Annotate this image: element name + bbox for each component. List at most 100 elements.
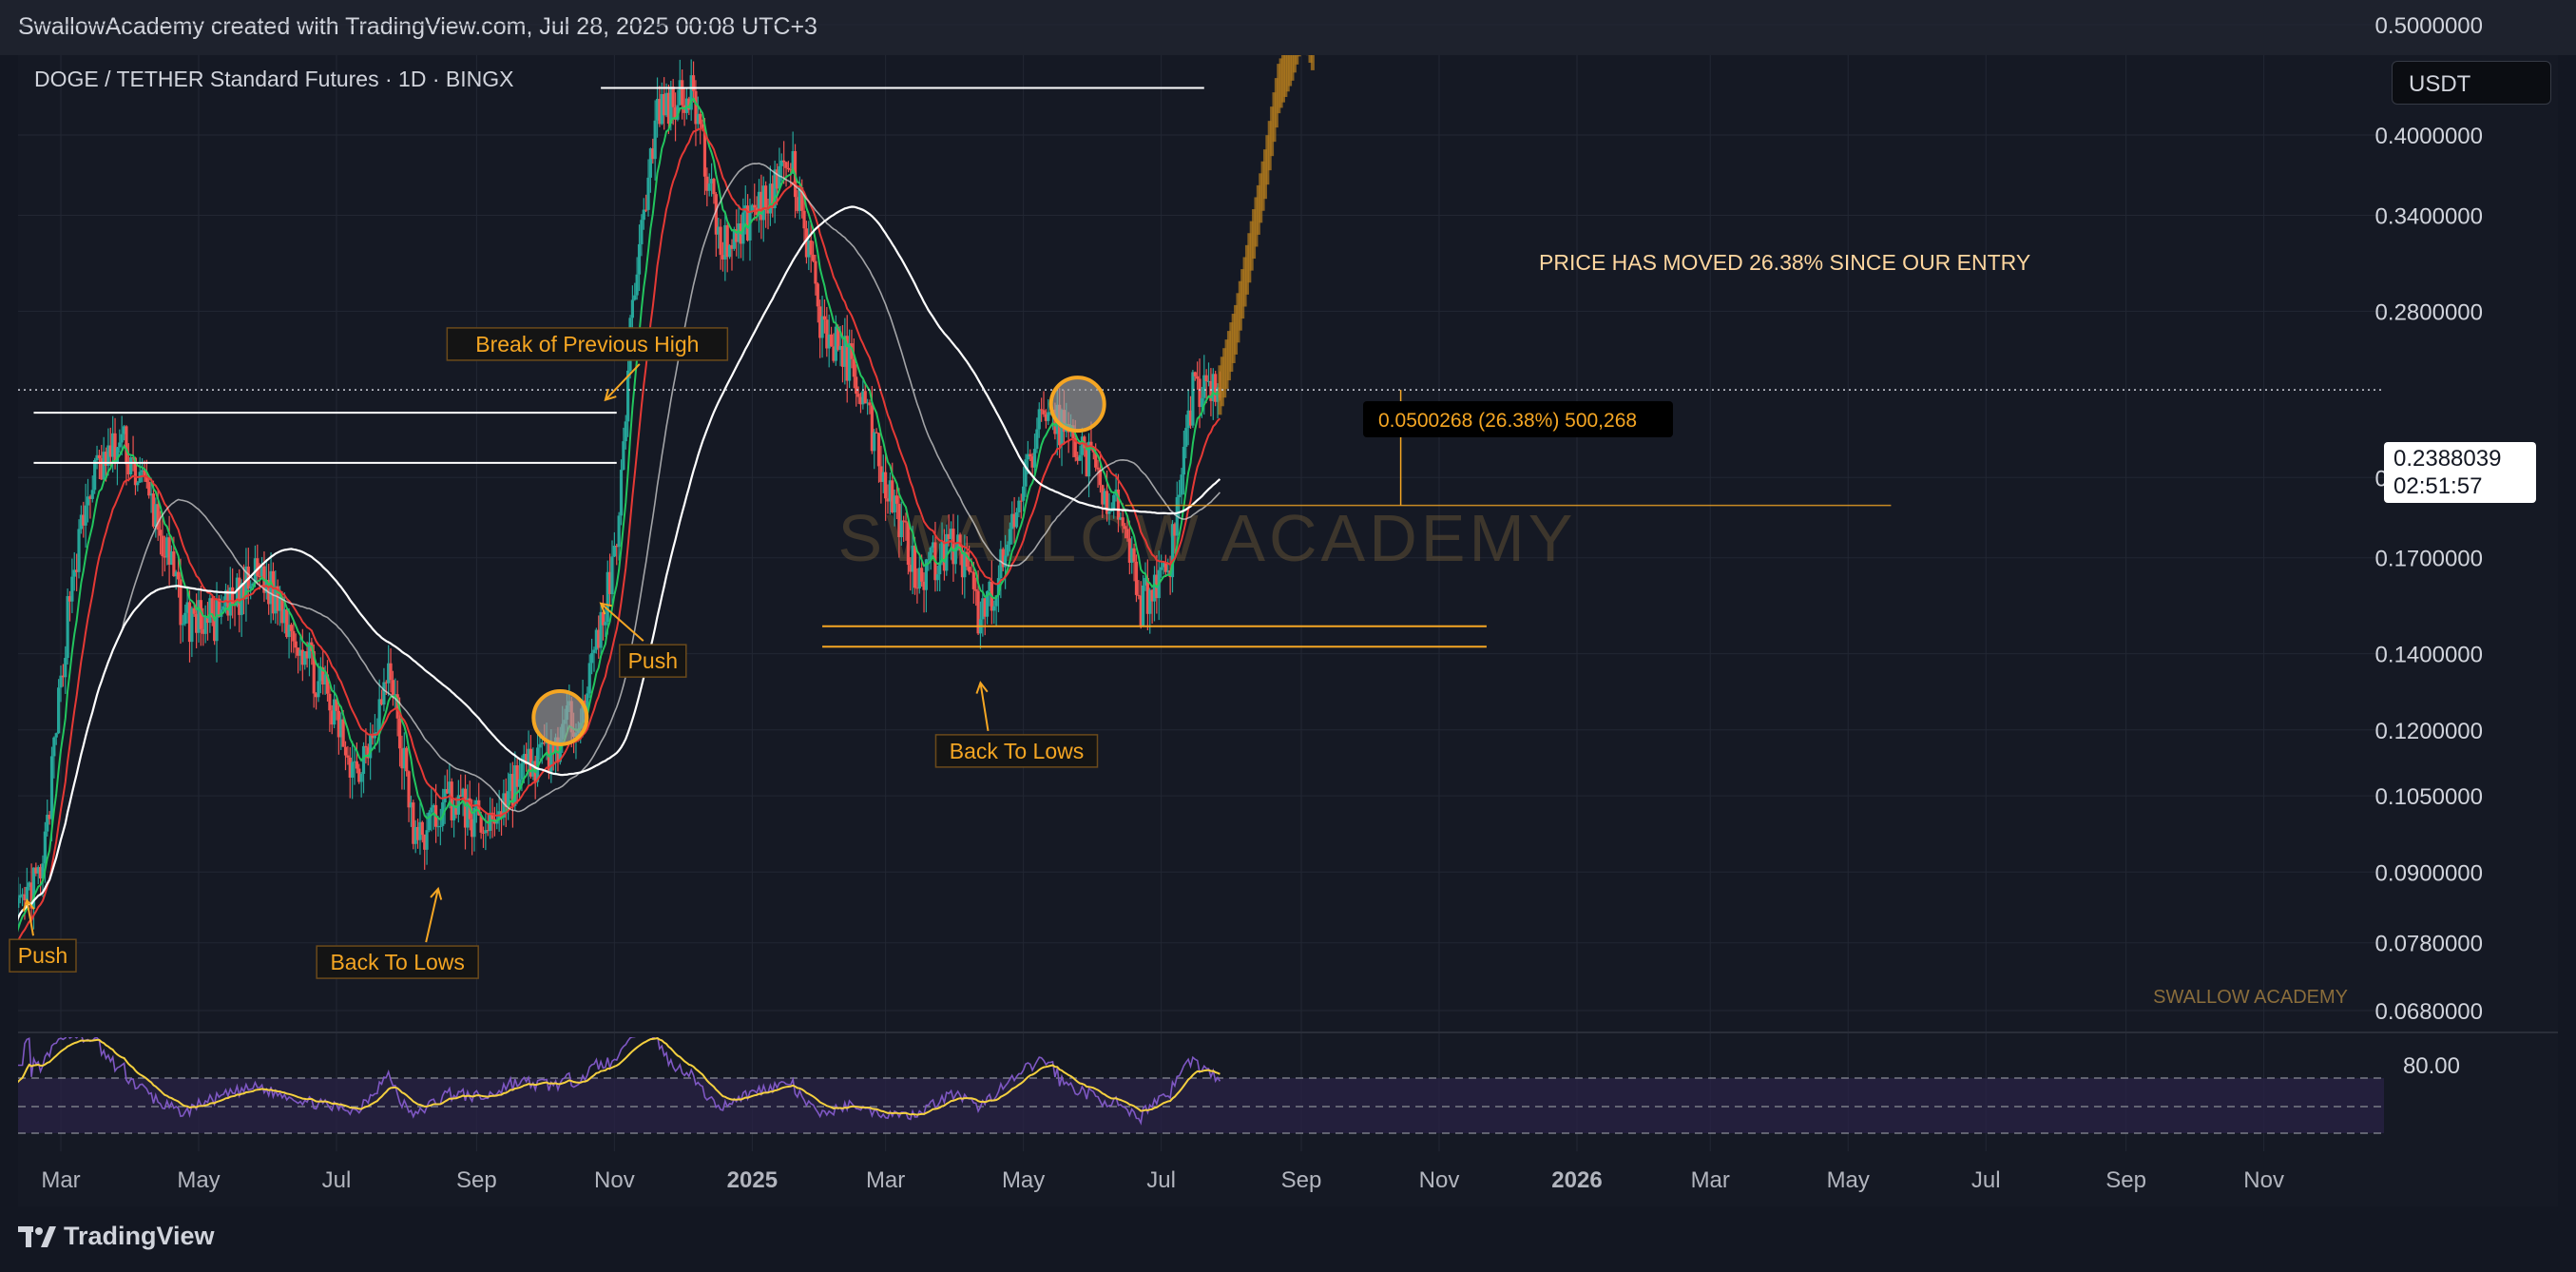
candle-body xyxy=(1123,526,1127,530)
candle-body xyxy=(359,773,363,782)
candle-body xyxy=(843,336,847,367)
candle-body xyxy=(850,343,854,359)
candle-body xyxy=(235,577,240,607)
candle-body xyxy=(387,663,391,684)
candle-body xyxy=(719,226,722,256)
annotation-box xyxy=(446,327,729,361)
candle-body xyxy=(502,793,506,818)
candle-body xyxy=(258,575,261,577)
projection-bar xyxy=(1292,55,1297,73)
candle-body xyxy=(177,571,181,580)
candle-body xyxy=(274,586,278,614)
candle-body xyxy=(292,630,296,642)
annotation-box xyxy=(934,734,1099,768)
candle-body xyxy=(983,598,987,617)
projection-bar xyxy=(1274,78,1278,128)
projection-bar xyxy=(1297,55,1301,57)
annotation-arrowhead xyxy=(22,897,35,912)
highlight-circle xyxy=(531,688,589,746)
candle-body xyxy=(31,867,36,909)
candle-body xyxy=(827,334,831,349)
candle-body xyxy=(163,556,166,558)
time-axis[interactable]: Mar May Jul Sep Nov 2025 Mar May Jul Sep Nov 2026 Ma… xyxy=(41,1167,2284,1193)
candle-body xyxy=(522,754,526,764)
tradingview-logo[interactable]: TradingView xyxy=(18,1222,215,1251)
candle-body xyxy=(1014,511,1019,528)
candle-body xyxy=(856,394,860,397)
candle-body xyxy=(597,629,601,648)
projection-bar xyxy=(1226,331,1231,381)
candle-body xyxy=(640,220,644,244)
candle-body xyxy=(1107,511,1111,514)
chart-frame[interactable] xyxy=(18,55,2558,1206)
candle-body xyxy=(624,421,627,442)
candle-body xyxy=(730,244,734,249)
candle-body xyxy=(1132,548,1136,562)
candle-body xyxy=(118,442,122,448)
candle-body xyxy=(427,812,432,831)
price-axis[interactable]: 0.50000000.40000000.34000000.28000000.20… xyxy=(2375,13,2483,1079)
candle-body xyxy=(97,454,102,459)
currency-button[interactable]: USDT xyxy=(2392,61,2551,105)
candle-body xyxy=(1098,469,1103,486)
candle-body xyxy=(615,545,619,548)
candle-body xyxy=(929,548,932,560)
candle-body xyxy=(732,229,736,249)
candle-body xyxy=(341,719,345,747)
candle-body xyxy=(753,204,757,208)
entry-note: PRICE HAS MOVED 26.38% SINCE OUR ENTRY xyxy=(1539,250,2030,275)
candle-body xyxy=(619,470,624,516)
candle-body xyxy=(355,761,358,769)
candle-body xyxy=(1080,436,1085,455)
candle-body xyxy=(789,169,793,171)
candle-body xyxy=(244,566,248,600)
candle-body xyxy=(407,771,411,808)
candle-body xyxy=(106,445,110,466)
symbol-title[interactable]: DOGE / TETHER Standard Futures · 1D · BI… xyxy=(34,67,514,91)
candle-body xyxy=(556,737,560,762)
footer-bar xyxy=(0,1206,2576,1272)
candle-body xyxy=(1160,567,1163,570)
candle-body xyxy=(902,520,906,522)
candle-body xyxy=(1204,375,1208,382)
candle-body xyxy=(276,586,279,611)
candle-body xyxy=(1047,412,1050,421)
candle-body xyxy=(924,559,929,590)
candle-body xyxy=(39,867,43,879)
candle-body xyxy=(379,699,384,705)
candle-body xyxy=(1137,594,1141,596)
candle-body xyxy=(888,480,892,502)
candle-body xyxy=(312,650,316,694)
candle-body xyxy=(778,165,781,189)
candle-body xyxy=(971,571,975,589)
candle-body xyxy=(861,391,865,405)
candle-body xyxy=(981,598,985,620)
annotation-layer: 0.0500268 (26.38%) 500,268 PRICE HAS MOVE… xyxy=(9,250,2384,979)
candle-body xyxy=(994,595,998,607)
candle-body xyxy=(125,426,128,465)
candle-body xyxy=(592,649,596,653)
candle-body xyxy=(960,549,965,578)
candle-body xyxy=(443,789,447,802)
candle-body xyxy=(59,675,63,688)
candle-body xyxy=(23,894,27,901)
projection-bar xyxy=(1236,293,1240,343)
candle-body xyxy=(395,694,399,719)
candle-body xyxy=(999,549,1003,579)
candle-body xyxy=(1121,517,1125,527)
candle-body xyxy=(415,826,420,840)
candle-body xyxy=(1094,452,1098,468)
candle-body xyxy=(1103,491,1106,505)
candle-body xyxy=(43,831,47,864)
candle-body xyxy=(1216,387,1220,402)
candle-body xyxy=(325,674,330,694)
candle-body xyxy=(452,805,456,820)
projection-bar xyxy=(1249,221,1254,271)
candle-body xyxy=(238,577,241,615)
candle-body xyxy=(75,569,79,572)
projection-bar xyxy=(1295,55,1299,65)
x-tick-label: Mar xyxy=(866,1167,905,1193)
candle-body xyxy=(974,588,978,591)
candle-body xyxy=(822,316,827,320)
